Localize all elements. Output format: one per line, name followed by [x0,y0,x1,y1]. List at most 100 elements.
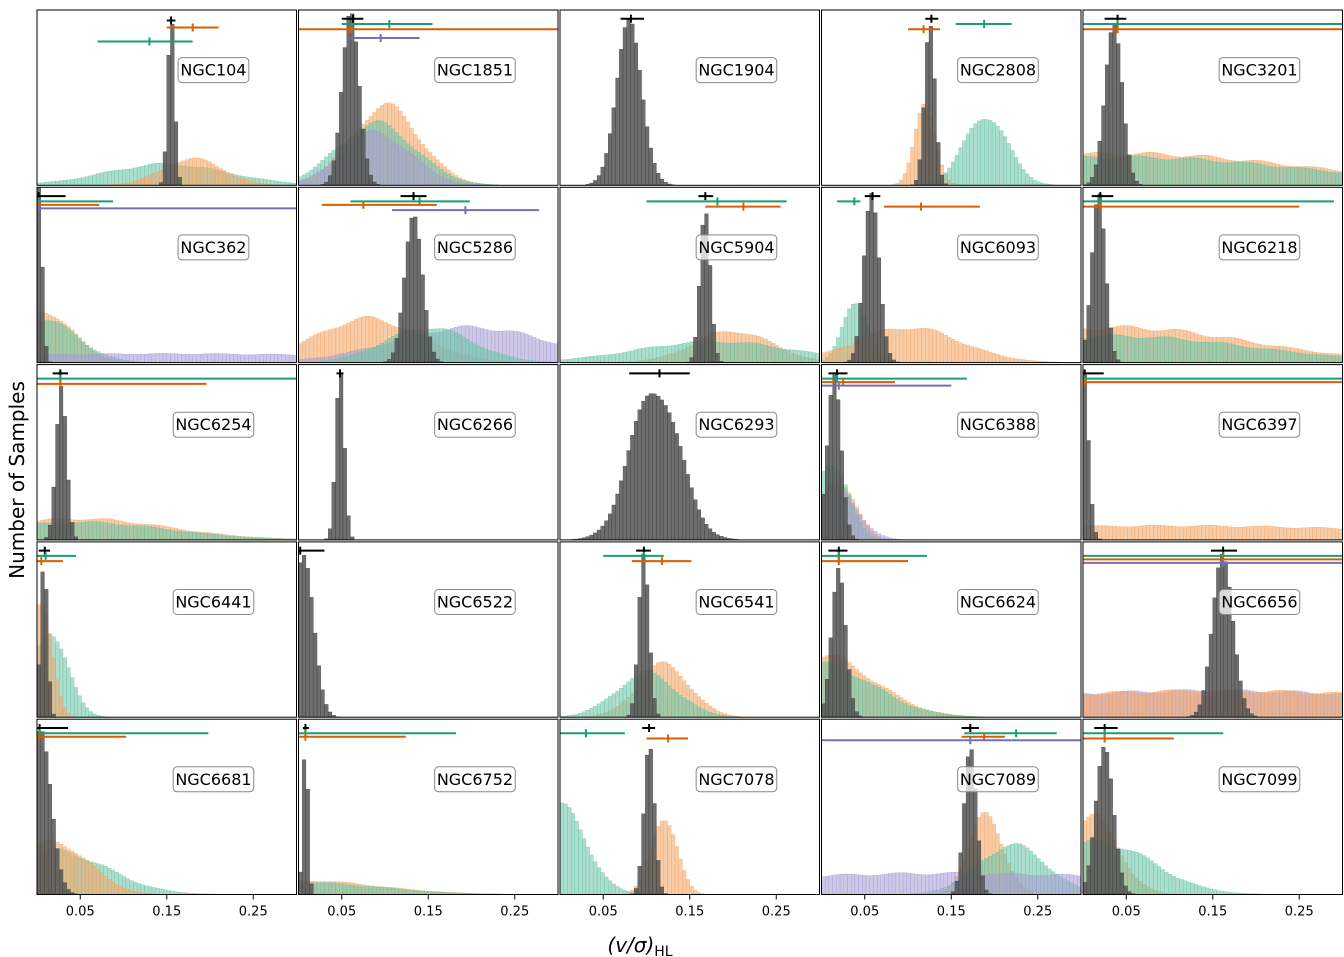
histogram-bin [914,873,919,895]
panel-frame [36,541,297,718]
histogram-bin [244,354,249,363]
histogram-bin [570,358,575,363]
histogram-bin [1017,163,1022,186]
histogram-bin [869,193,874,363]
histogram-orange [1083,524,1343,540]
panel-plot-area [821,369,967,540]
histogram-bin [103,876,108,895]
histogram-bin [398,312,403,363]
histogram-bin [626,681,631,718]
histogram-bin [1190,691,1195,718]
histogram-bin [685,342,690,363]
histogram-bin [700,517,705,540]
histogram-bin [1021,169,1026,186]
histogram-bin [663,182,668,186]
histogram-bin [659,820,664,895]
histogram-bin [671,688,676,718]
panel-label: NGC362 [180,238,246,257]
histogram-bin [800,350,805,363]
panel-label-box: NGC362 [177,234,250,261]
histogram-bin [1160,690,1165,718]
histogram-green [917,119,1056,186]
histogram-bin [1234,345,1239,363]
histogram-bin [339,92,344,186]
histogram-bin [789,349,794,363]
histogram-black [947,749,993,895]
histogram-bin [622,465,627,540]
histogram-bin [1142,855,1147,895]
histogram-bin [589,356,594,363]
histogram-bin [1116,43,1121,186]
histogram-bin [1168,874,1173,895]
histogram-bin [335,358,340,363]
histogram-bin [107,879,112,895]
histogram-bin [958,342,963,363]
histogram-bin [1112,691,1117,718]
panel-plot-area [560,723,705,895]
histogram-bin [1242,698,1247,718]
histogram-bin [62,354,67,363]
panel-frame [1082,541,1343,718]
histogram-bin [1268,526,1273,540]
histogram-bin [958,852,963,895]
errorbar-orange [883,202,980,211]
panel-ngc6656: NGC6656 [1082,541,1343,718]
histogram-bin [917,159,922,186]
histogram-bin [1138,155,1143,186]
histogram-bin [394,143,399,186]
histogram-bin [66,712,71,718]
histogram-bin [136,525,141,540]
panel-label-box: NGC2808 [957,57,1039,84]
histogram-bin [671,345,676,363]
errorbar-black [1094,723,1118,732]
histogram-bin [659,886,664,895]
histogram-bin [825,679,830,718]
panel-label-box: NGC1904 [695,57,778,84]
histogram-bin [159,888,164,895]
panel-plot-area [560,546,746,718]
histogram-bin [302,179,307,186]
histogram-bin [353,885,358,895]
histogram-bin [51,486,56,540]
histogram-bin [1142,693,1147,718]
histogram-bin [582,711,587,718]
histogram-bin [416,159,421,186]
histogram-bin [177,177,182,186]
errorbar-purple [391,206,539,215]
histogram-bin [943,172,948,186]
panel-plot-area [37,723,216,895]
histogram-black [1186,554,1258,718]
histogram-bin [1156,866,1162,895]
histogram-bin [251,181,256,186]
errorbar-orange [1083,378,1343,387]
histogram-bin [1205,666,1210,718]
histogram-bin [593,355,598,363]
histogram-bin [1014,358,1019,363]
histogram-bin [880,303,885,363]
histogram-bin [925,42,930,186]
histogram-bin [984,889,989,895]
histogram-bin [873,531,878,540]
histogram-bin [1331,528,1336,540]
histogram-black [821,568,863,718]
histogram-bin [1320,354,1325,363]
histogram-bin [821,494,826,540]
histogram-bin [785,349,791,363]
errorbar-green [1083,20,1343,29]
histogram-bin [663,346,668,363]
histogram-bin [914,328,919,363]
histogram-bin [1123,885,1128,895]
histogram-bin [615,493,620,540]
histogram-bin [114,353,119,363]
histogram-bin [1316,170,1321,186]
histogram-bin [608,696,613,718]
histogram-bin [1283,350,1288,363]
histogram-bin [1286,527,1291,540]
histogram-bin [472,343,477,363]
histogram-bin [237,354,242,363]
histogram-bin [55,180,60,186]
histogram-black [685,213,724,363]
histogram-bin [394,888,399,895]
histogram-bin [47,525,52,540]
histogram-bin [379,887,384,895]
